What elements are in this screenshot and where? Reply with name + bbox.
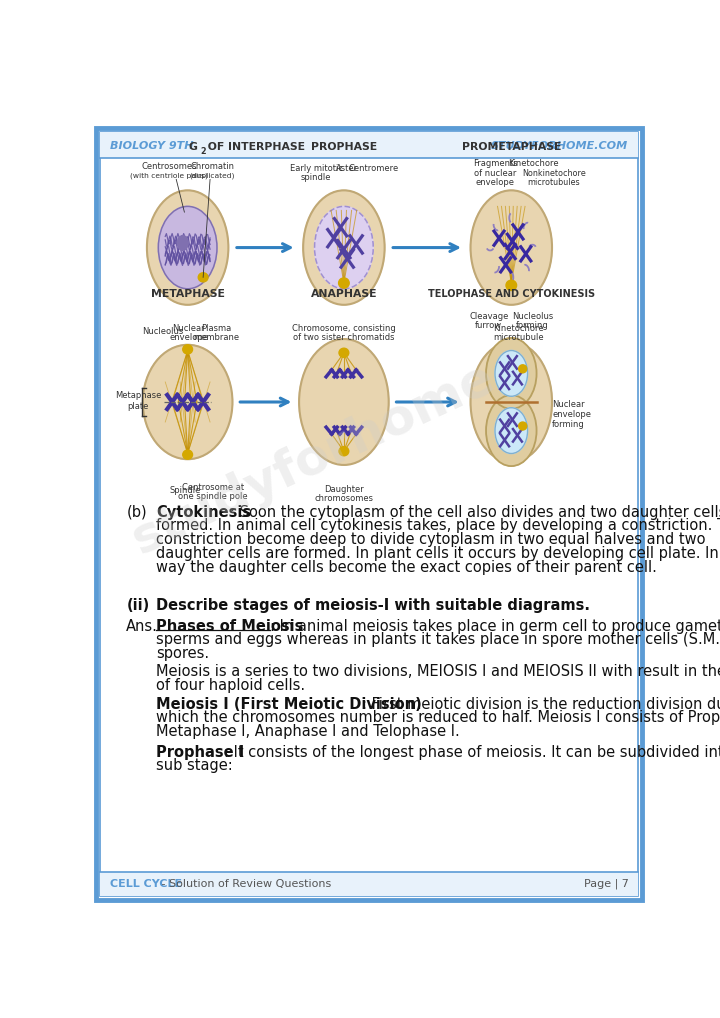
FancyBboxPatch shape — [100, 872, 638, 896]
Circle shape — [486, 395, 536, 466]
Ellipse shape — [506, 280, 516, 290]
Text: Kinetochore: Kinetochore — [508, 159, 559, 168]
Text: Meiosis I (First Meiotic Division): Meiosis I (First Meiotic Division) — [156, 696, 422, 712]
Text: Centrosome at: Centrosome at — [182, 483, 244, 492]
Text: Meiosis is a series to two divisions, MEIOSIS I and MEIOSIS II with result in th: Meiosis is a series to two divisions, ME… — [156, 664, 720, 679]
Text: : First meiotic division is the reduction division during: : First meiotic division is the reductio… — [362, 696, 720, 712]
Ellipse shape — [183, 345, 192, 354]
Text: spores.: spores. — [156, 646, 209, 661]
Text: : In animal meiosis takes place in germ cell to produce gametes i.e.: : In animal meiosis takes place in germ … — [270, 619, 720, 633]
Text: Nucleolus: Nucleolus — [143, 327, 184, 336]
Text: Chromatin: Chromatin — [190, 162, 234, 171]
Text: (duplicated): (duplicated) — [189, 173, 235, 179]
Text: Nucleolus: Nucleolus — [512, 313, 553, 321]
Text: Early mitotic: Early mitotic — [289, 164, 343, 173]
Text: (ii): (ii) — [126, 598, 150, 613]
Text: formed. In animal cell cytokinesis takes, place by developing a constriction. Th: formed. In animal cell cytokinesis takes… — [156, 518, 720, 533]
Text: sub stage:: sub stage: — [156, 758, 233, 774]
Text: daughter cells are formed. In plant cells it occurs by developing cell plate. In: daughter cells are formed. In plant cell… — [156, 546, 720, 561]
Text: Nuclear: Nuclear — [173, 324, 205, 333]
Circle shape — [303, 190, 384, 304]
Text: of four haploid cells.: of four haploid cells. — [156, 678, 305, 692]
Ellipse shape — [143, 345, 233, 459]
Circle shape — [315, 207, 373, 289]
Text: way the daughter cells become the exact copies of their parent cell.: way the daughter cells become the exact … — [156, 560, 657, 574]
Circle shape — [147, 190, 228, 304]
Text: plate: plate — [127, 402, 148, 411]
Text: forming: forming — [516, 322, 549, 331]
Ellipse shape — [198, 273, 208, 282]
FancyBboxPatch shape — [100, 132, 638, 158]
Text: Nuclear: Nuclear — [552, 400, 585, 409]
Text: envelope: envelope — [552, 410, 591, 419]
Text: : It consists of the longest phase of meiosis. It can be subdivided into followi: : It consists of the longest phase of me… — [224, 745, 720, 759]
Text: which the chromosomes number is reduced to half. Meiosis I consists of Prophase : which the chromosomes number is reduced … — [156, 711, 720, 726]
Text: one spindle pole: one spindle pole — [178, 493, 248, 501]
Text: Spindle: Spindle — [170, 486, 202, 495]
Text: (with centriole pairs): (with centriole pairs) — [130, 173, 208, 179]
Text: microtubules: microtubules — [528, 178, 580, 187]
Text: of nuclear: of nuclear — [474, 169, 516, 177]
Text: STUDYFORHOME.COM: STUDYFORHOME.COM — [491, 140, 629, 151]
Text: spindle: spindle — [301, 173, 331, 182]
Text: Metaphase I, Anaphase I and Telophase I.: Metaphase I, Anaphase I and Telophase I. — [156, 724, 459, 739]
Text: PROMETAPHASE: PROMETAPHASE — [462, 143, 561, 153]
Ellipse shape — [518, 422, 527, 430]
Text: chromosomes: chromosomes — [315, 494, 374, 503]
Text: envelope: envelope — [475, 178, 515, 187]
Circle shape — [486, 338, 536, 409]
Text: - Solution of Review Questions: - Solution of Review Questions — [158, 880, 331, 889]
Circle shape — [158, 207, 217, 289]
Text: : Soon the cytoplasm of the cell also divides and two daughter cells are: : Soon the cytoplasm of the cell also di… — [230, 505, 720, 519]
Text: sperms and eggs whereas in plants it takes place in spore mother cells (S.M.C) t: sperms and eggs whereas in plants it tak… — [156, 632, 720, 647]
Text: Chromosome, consisting: Chromosome, consisting — [292, 324, 396, 333]
Text: Kinetochore: Kinetochore — [493, 324, 544, 333]
Circle shape — [299, 339, 389, 465]
Ellipse shape — [339, 348, 348, 357]
Text: ANAPHASE: ANAPHASE — [310, 289, 377, 299]
Text: G: G — [189, 143, 198, 153]
Text: Metaphase: Metaphase — [114, 391, 161, 400]
Text: METAPHASE: METAPHASE — [150, 289, 225, 299]
Circle shape — [495, 408, 528, 453]
Text: furrow: furrow — [475, 322, 503, 331]
Circle shape — [495, 350, 528, 396]
Ellipse shape — [339, 447, 348, 456]
Text: forming: forming — [552, 419, 585, 429]
Text: Cytokinesis: Cytokinesis — [156, 505, 251, 519]
Text: Fragments: Fragments — [473, 159, 517, 168]
Text: 2: 2 — [200, 148, 206, 157]
Text: studyforhome: studyforhome — [124, 354, 503, 564]
Text: of two sister chromatids: of two sister chromatids — [293, 333, 395, 342]
Text: Plasma: Plasma — [201, 324, 231, 333]
Text: BIOLOGY 9TH: BIOLOGY 9TH — [109, 140, 193, 151]
Text: OF INTERPHASE: OF INTERPHASE — [204, 143, 305, 153]
Circle shape — [471, 190, 552, 304]
Text: Ans.: Ans. — [126, 619, 158, 633]
Text: (b): (b) — [126, 505, 147, 519]
Text: Aster: Aster — [336, 164, 359, 173]
Text: Describe stages of meiosis-I with suitable diagrams.: Describe stages of meiosis-I with suitab… — [156, 598, 590, 613]
Ellipse shape — [183, 450, 192, 459]
Text: Daughter: Daughter — [324, 485, 364, 494]
Text: envelope: envelope — [169, 333, 208, 342]
Text: TELOPHASE AND CYTOKINESIS: TELOPHASE AND CYTOKINESIS — [428, 289, 595, 299]
FancyBboxPatch shape — [96, 128, 642, 900]
Circle shape — [177, 235, 188, 250]
Text: Centromere: Centromere — [348, 164, 398, 173]
Text: constriction become deep to divide cytoplasm in two equal halves and two: constriction become deep to divide cytop… — [156, 532, 706, 547]
Text: membrane: membrane — [193, 333, 239, 342]
Ellipse shape — [471, 342, 552, 462]
Text: Cleavage: Cleavage — [469, 313, 508, 321]
Text: Page | 7: Page | 7 — [584, 879, 629, 890]
Text: Nonkinetochore: Nonkinetochore — [522, 169, 586, 177]
Ellipse shape — [338, 278, 349, 288]
Text: microtubule: microtubule — [493, 333, 544, 342]
Text: Centrosomes: Centrosomes — [142, 162, 197, 171]
Text: CELL CYCLE: CELL CYCLE — [109, 880, 181, 889]
Text: Prophase I: Prophase I — [156, 745, 244, 759]
Text: PROPHASE: PROPHASE — [311, 143, 377, 153]
Text: Phases of Meiosis: Phases of Meiosis — [156, 619, 303, 633]
Ellipse shape — [518, 364, 527, 373]
